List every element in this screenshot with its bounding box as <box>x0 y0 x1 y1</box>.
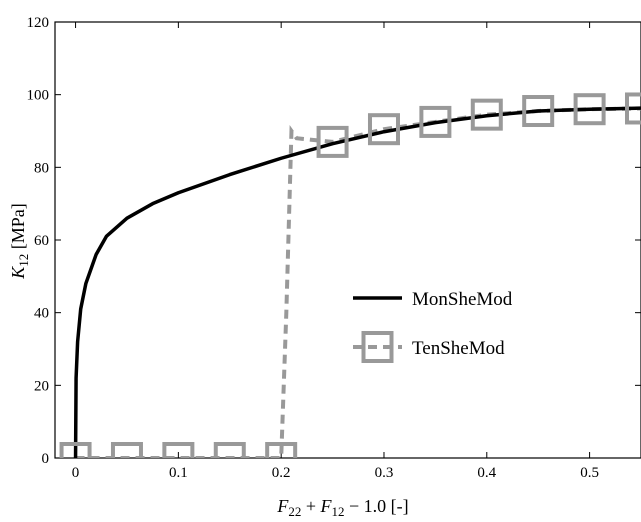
axis-label-part: 22 <box>288 504 301 519</box>
legend-label-tenshemod: TenSheMod <box>412 338 505 359</box>
axis-label-part: 12 <box>332 504 345 519</box>
x-tick-label: 0.4 <box>477 465 496 481</box>
data-point-marker <box>573 93 606 126</box>
data-point-marker <box>625 92 641 125</box>
data-point-marker <box>213 442 246 458</box>
legend-marker-tenshemod <box>361 331 394 363</box>
axis-label-part: F <box>276 496 289 516</box>
data-point-marker <box>316 125 349 158</box>
y-tick-label: 60 <box>34 233 49 249</box>
axis-label-part: [MPa] <box>8 203 28 254</box>
x-tick-label: 0.3 <box>375 465 394 481</box>
y-axis-label: K12 [MPa] <box>8 203 31 280</box>
data-point-marker <box>367 113 400 146</box>
axis-label-part: F <box>320 496 333 516</box>
y-tick-label: 20 <box>34 378 49 394</box>
data-point-marker <box>162 442 195 458</box>
axis-label-part: K <box>8 266 28 280</box>
y-tick-label: 0 <box>42 451 50 467</box>
x-axis-label: F22 + F12 − 1.0 [-] <box>276 496 408 519</box>
y-tick-label: 40 <box>34 306 49 322</box>
data-point-marker <box>522 95 555 128</box>
data-point-marker <box>59 442 92 458</box>
x-tick-label: 0 <box>72 465 80 481</box>
legend: MonSheMod TenSheMod <box>353 289 513 363</box>
data-point-marker <box>265 442 298 458</box>
ticks-layer: 0 0.1 0.2 0.3 0.4 0.5 0 20 40 60 80 100 120 <box>27 15 641 481</box>
y-tick-label: 100 <box>27 88 50 104</box>
x-tick-label: 0.2 <box>272 465 291 481</box>
axis-label-part: + <box>301 496 320 516</box>
axis-label-part: − 1.0 [-] <box>345 496 409 516</box>
series-line-tenshemod <box>75 106 641 458</box>
axis-label-part: 12 <box>16 254 31 267</box>
plot-frame <box>54 21 641 459</box>
data-point-marker <box>470 98 503 131</box>
x-tick-label: 0.1 <box>169 465 188 481</box>
series-layer <box>59 92 641 458</box>
data-point-marker <box>110 442 143 458</box>
x-tick-label: 0.5 <box>580 465 599 481</box>
legend-label-monshemod: MonSheMod <box>412 289 513 310</box>
y-tick-label: 120 <box>27 15 50 31</box>
y-tick-label: 80 <box>34 160 49 176</box>
data-point-marker <box>419 105 452 138</box>
series-line-monshemod <box>73 106 641 458</box>
